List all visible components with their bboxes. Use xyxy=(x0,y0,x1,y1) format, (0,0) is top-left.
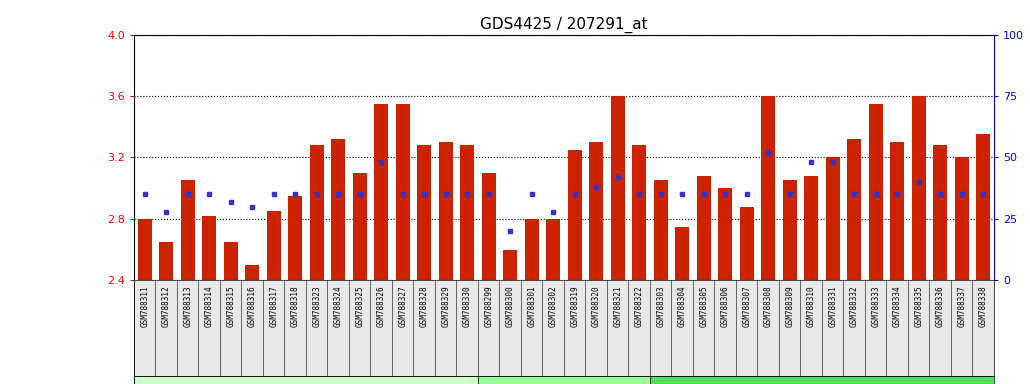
Bar xyxy=(504,250,517,280)
Bar xyxy=(202,216,216,280)
Bar xyxy=(288,196,302,280)
Bar xyxy=(848,139,861,280)
Text: GSM788306: GSM788306 xyxy=(721,285,729,327)
Text: GSM788309: GSM788309 xyxy=(785,285,794,327)
Bar xyxy=(650,376,994,384)
Text: GSM788312: GSM788312 xyxy=(162,285,171,327)
Bar xyxy=(180,180,195,280)
Text: GSM788316: GSM788316 xyxy=(247,285,256,327)
Bar xyxy=(718,188,732,280)
Text: GSM788310: GSM788310 xyxy=(806,285,816,327)
Bar xyxy=(868,104,883,280)
Bar xyxy=(245,265,260,280)
Text: GSM788331: GSM788331 xyxy=(828,285,837,327)
Text: GSM788320: GSM788320 xyxy=(591,285,600,327)
Bar xyxy=(783,180,796,280)
Bar xyxy=(310,145,323,280)
Text: GSM788323: GSM788323 xyxy=(312,285,321,327)
Bar xyxy=(460,145,474,280)
Text: GSM788335: GSM788335 xyxy=(915,285,923,327)
Bar xyxy=(482,173,495,280)
Bar xyxy=(332,139,345,280)
Text: GSM788300: GSM788300 xyxy=(506,285,515,327)
Text: GSM788307: GSM788307 xyxy=(743,285,751,327)
Text: GSM788308: GSM788308 xyxy=(763,285,772,327)
Bar xyxy=(826,157,839,280)
Text: GSM788321: GSM788321 xyxy=(613,285,622,327)
Bar xyxy=(761,96,776,280)
Text: GSM788302: GSM788302 xyxy=(549,285,557,327)
Bar xyxy=(224,242,238,280)
Bar xyxy=(138,219,151,280)
Text: GSM788337: GSM788337 xyxy=(957,285,966,327)
Bar xyxy=(976,134,990,280)
Text: GSM788313: GSM788313 xyxy=(183,285,193,327)
Text: GSM788299: GSM788299 xyxy=(484,285,493,327)
Text: GSM788326: GSM788326 xyxy=(377,285,385,327)
Text: GSM788338: GSM788338 xyxy=(978,285,988,327)
Text: GSM788304: GSM788304 xyxy=(678,285,687,327)
Text: GSM788301: GSM788301 xyxy=(527,285,537,327)
Text: GSM788317: GSM788317 xyxy=(269,285,278,327)
Bar xyxy=(524,219,539,280)
Bar xyxy=(912,96,926,280)
Bar xyxy=(352,173,367,280)
Bar xyxy=(632,145,646,280)
Bar xyxy=(546,219,560,280)
Bar xyxy=(589,142,604,280)
Text: GSM788330: GSM788330 xyxy=(462,285,472,327)
Bar xyxy=(740,207,754,280)
Text: GSM788314: GSM788314 xyxy=(205,285,213,327)
Text: GSM788327: GSM788327 xyxy=(399,285,407,327)
Bar xyxy=(417,145,432,280)
Bar xyxy=(267,211,280,280)
Bar xyxy=(955,157,968,280)
Bar xyxy=(478,376,650,384)
Text: GSM788305: GSM788305 xyxy=(699,285,709,327)
Bar xyxy=(676,227,689,280)
Text: GSM788333: GSM788333 xyxy=(871,285,881,327)
Text: GSM788329: GSM788329 xyxy=(441,285,450,327)
Bar xyxy=(439,142,452,280)
Bar xyxy=(568,150,582,280)
Bar xyxy=(134,376,478,384)
Text: GSM788315: GSM788315 xyxy=(227,285,235,327)
Text: GSM788328: GSM788328 xyxy=(419,285,428,327)
Bar xyxy=(374,104,388,280)
Text: GSM788319: GSM788319 xyxy=(571,285,579,327)
Bar xyxy=(804,176,818,280)
Bar xyxy=(654,180,667,280)
Bar xyxy=(696,176,711,280)
Text: GSM788303: GSM788303 xyxy=(656,285,665,327)
Bar xyxy=(890,142,904,280)
Bar xyxy=(160,242,173,280)
Text: GSM788332: GSM788332 xyxy=(850,285,859,327)
Text: GSM788318: GSM788318 xyxy=(290,285,300,327)
Bar xyxy=(611,96,624,280)
Bar xyxy=(396,104,410,280)
Bar xyxy=(933,145,948,280)
Text: GSM788311: GSM788311 xyxy=(140,285,149,327)
Text: GSM788334: GSM788334 xyxy=(893,285,901,327)
Text: GSM788324: GSM788324 xyxy=(334,285,343,327)
Text: GSM788322: GSM788322 xyxy=(634,285,644,327)
Text: GSM788325: GSM788325 xyxy=(355,285,365,327)
Text: GSM788336: GSM788336 xyxy=(935,285,945,327)
Title: GDS4425 / 207291_at: GDS4425 / 207291_at xyxy=(480,17,648,33)
